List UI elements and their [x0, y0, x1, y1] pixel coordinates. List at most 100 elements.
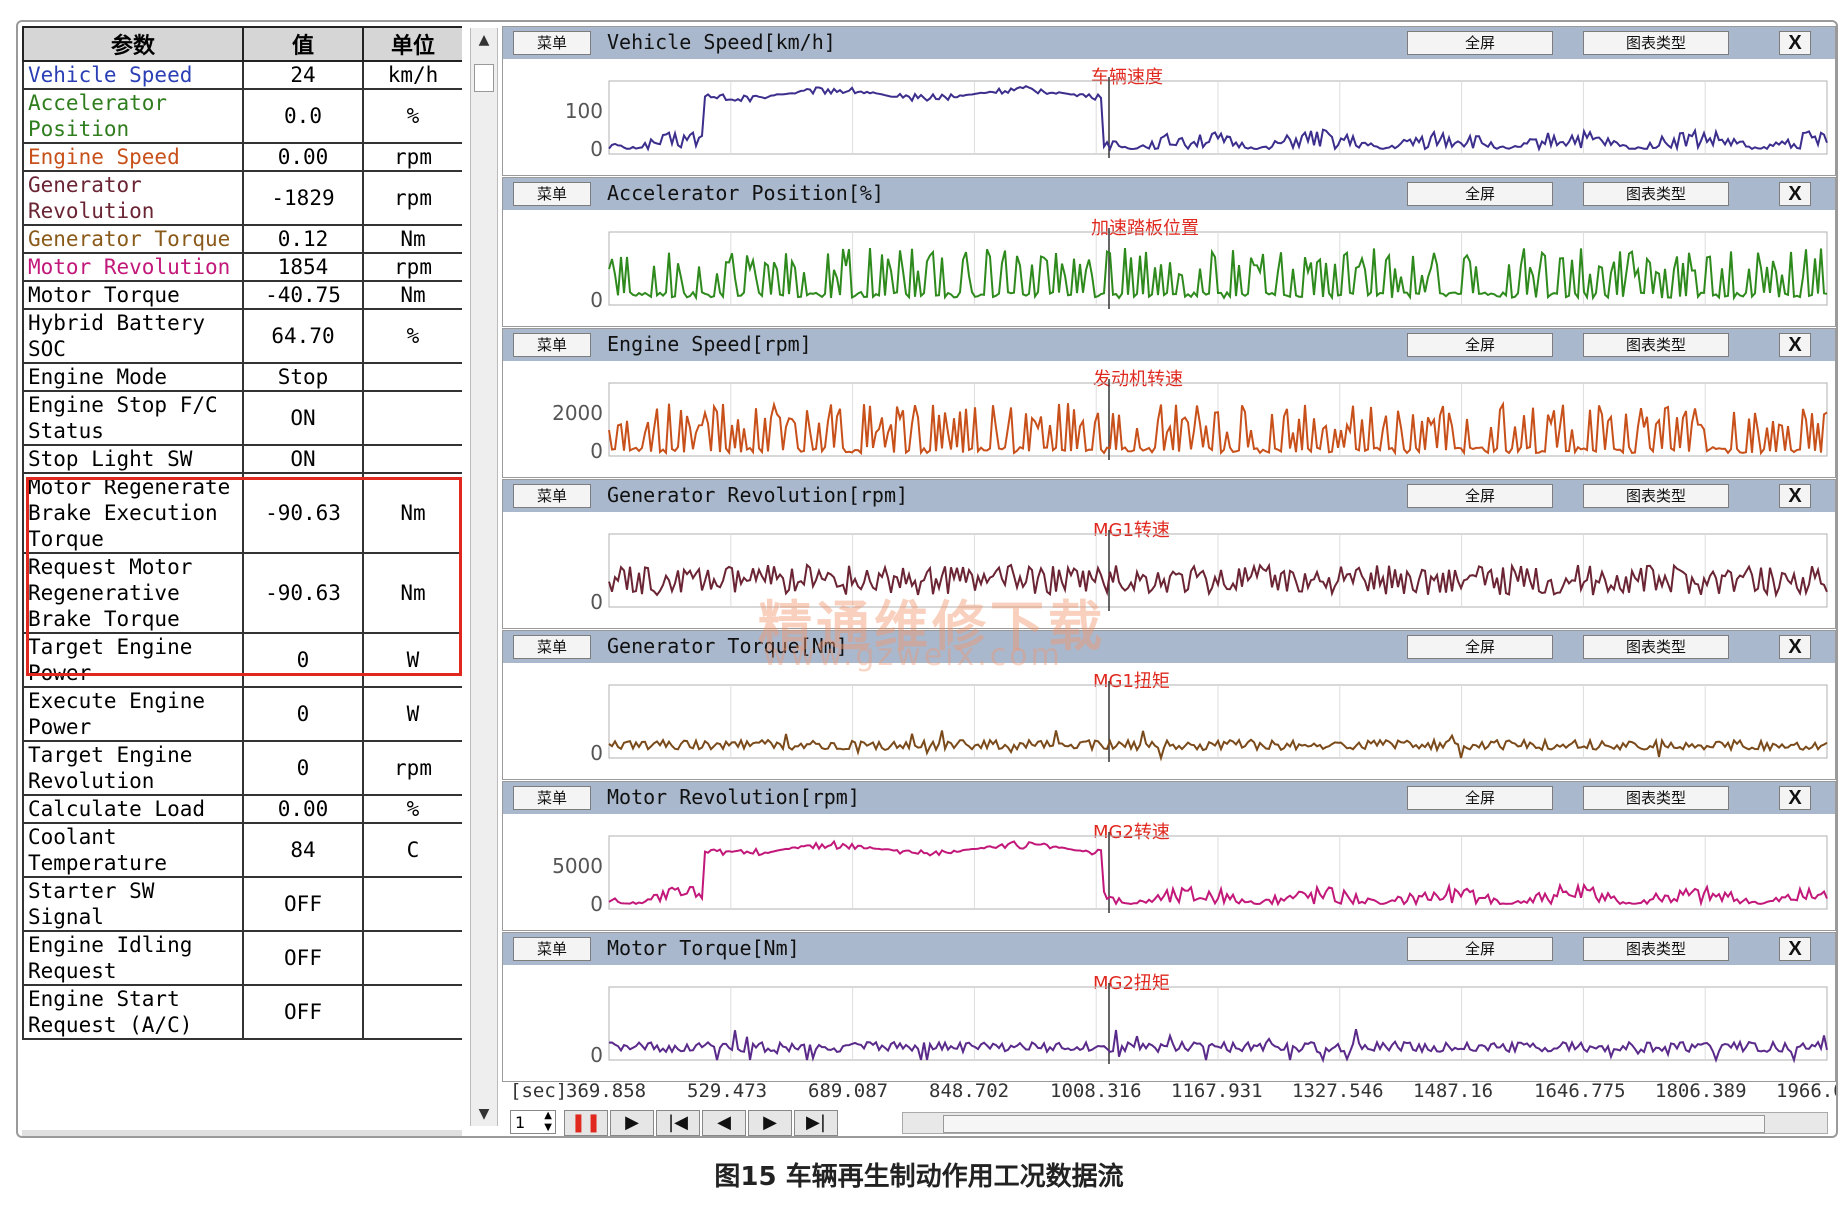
panel-chart-type-button[interactable]: 图表类型 — [1583, 786, 1729, 810]
signal-chart — [608, 832, 1828, 913]
table-row[interactable]: Vehicle Speed 24 km/h — [22, 60, 462, 90]
table-row[interactable]: Engine Mode Stop — [22, 362, 462, 392]
panel-menu-button[interactable]: 菜单 — [513, 31, 591, 55]
first-frame-button[interactable]: |◀ — [656, 1110, 700, 1136]
panel-chart-type-button[interactable]: 图表类型 — [1583, 484, 1729, 508]
panel-close-button[interactable]: X — [1779, 182, 1811, 206]
y-tick-label: 0 — [590, 439, 603, 463]
param-name: Coolant Temperature — [22, 822, 244, 878]
param-value: 1854 — [242, 252, 364, 282]
next-frame-button[interactable]: ▶ — [748, 1110, 792, 1136]
chart-panel-header: 菜单 Accelerator Position[%] 全屏 图表类型 X — [503, 178, 1835, 210]
table-vertical-scrollbar[interactable]: ▲ ▼ — [470, 28, 498, 1126]
param-value: OFF — [242, 930, 364, 986]
chart-panel-header: 菜单 Motor Revolution[rpm] 全屏 图表类型 X — [503, 782, 1835, 814]
table-row[interactable]: Motor Regenerate Brake Execution Torque -… — [22, 472, 462, 554]
table-row[interactable]: Accelerator Position 0.0% — [22, 88, 462, 144]
signal-trace — [608, 730, 1828, 762]
panel-fullscreen-button[interactable]: 全屏 — [1407, 937, 1553, 961]
table-row[interactable]: Engine Idling Request OFF — [22, 930, 462, 986]
panel-close-button[interactable]: X — [1779, 786, 1811, 810]
panel-chart-type-button[interactable]: 图表类型 — [1583, 31, 1729, 55]
timeline-scrollbar-thumb[interactable] — [943, 1115, 1765, 1133]
timeline-scrollbar[interactable] — [902, 1112, 1828, 1134]
param-unit — [362, 930, 462, 986]
table-row[interactable]: Engine Start Request (A/C) OFF — [22, 984, 462, 1040]
table-row[interactable]: Stop Light SW ON — [22, 444, 462, 474]
panel-fullscreen-button[interactable]: 全屏 — [1407, 786, 1553, 810]
param-value: 0.00 — [242, 142, 364, 172]
panel-close-button[interactable]: X — [1779, 333, 1811, 357]
x-tick-label: 1646.775 — [1534, 1080, 1626, 1102]
param-unit: % — [362, 308, 462, 364]
param-value: 0 — [242, 740, 364, 796]
table-row[interactable]: Hybrid Battery SOC 64.70% — [22, 308, 462, 364]
signal-trace — [608, 1028, 1828, 1064]
panel-annotation: MG2扭矩 — [1093, 973, 1170, 994]
panel-fullscreen-button[interactable]: 全屏 — [1407, 182, 1553, 206]
panel-fullscreen-button[interactable]: 全屏 — [1407, 635, 1553, 659]
playback-controls: 1 ▲ ▼ ❚❚ ▶ |◀ ◀ ▶ ▶| — [502, 1108, 1836, 1136]
column-header-unit[interactable]: 单位 — [362, 26, 462, 62]
panel-menu-button[interactable]: 菜单 — [513, 484, 591, 508]
panel-chart-type-button[interactable]: 图表类型 — [1583, 333, 1729, 357]
scroll-down-icon[interactable]: ▼ — [478, 1106, 490, 1122]
panel-close-button[interactable]: X — [1779, 31, 1811, 55]
signal-trace — [608, 562, 1828, 599]
param-unit — [362, 362, 462, 392]
panel-chart-type-button[interactable]: 图表类型 — [1583, 182, 1729, 206]
column-header-parameter[interactable]: 参数 — [22, 26, 244, 62]
param-name: Motor Revolution — [22, 252, 244, 282]
param-unit: W — [362, 632, 462, 688]
panel-menu-button[interactable]: 菜单 — [513, 786, 591, 810]
panel-fullscreen-button[interactable]: 全屏 — [1407, 31, 1553, 55]
chart-panel: 菜单 Motor Torque[Nm] 全屏 图表类型 X MG2扭矩 0 — [502, 932, 1836, 1082]
param-unit: Nm — [362, 224, 462, 254]
panel-title: Generator Torque[Nm] — [607, 634, 848, 658]
panel-annotation: MG1扭矩 — [1093, 671, 1170, 692]
signal-trace — [608, 247, 1828, 301]
page-number: 1 — [515, 1113, 526, 1132]
panel-fullscreen-button[interactable]: 全屏 — [1407, 484, 1553, 508]
table-row[interactable]: Target Engine Revolution 0 rpm — [22, 740, 462, 796]
table-row[interactable]: Execute Engine Power 0 W — [22, 686, 462, 742]
panel-menu-button[interactable]: 菜单 — [513, 937, 591, 961]
table-row[interactable]: Engine Speed 0.00 rpm — [22, 142, 462, 172]
y-tick-label: 0 — [590, 892, 603, 916]
table-row[interactable]: Starter SW Signal OFF — [22, 876, 462, 932]
scroll-up-icon[interactable]: ▲ — [478, 32, 490, 48]
panel-chart-type-button[interactable]: 图表类型 — [1583, 635, 1729, 659]
panel-menu-button[interactable]: 菜单 — [513, 635, 591, 659]
table-horizontal-scrollbar[interactable] — [22, 1130, 462, 1136]
signal-chart — [608, 681, 1828, 762]
panel-close-button[interactable]: X — [1779, 484, 1811, 508]
y-tick-label: 0 — [590, 1043, 603, 1067]
signal-trace — [608, 839, 1828, 907]
panel-menu-button[interactable]: 菜单 — [513, 333, 591, 357]
panel-title: Motor Revolution[rpm] — [607, 785, 860, 809]
last-frame-button[interactable]: ▶| — [794, 1110, 838, 1136]
panel-close-button[interactable]: X — [1779, 635, 1811, 659]
page-stepper[interactable]: 1 ▲ ▼ — [510, 1110, 556, 1134]
pause-button[interactable]: ❚❚ — [564, 1110, 608, 1136]
table-row[interactable]: Motor Revolution 1854 rpm — [22, 252, 462, 282]
table-row[interactable]: Request Motor Regenerative Brake Torque -… — [22, 552, 462, 634]
param-value: 0.0 — [242, 88, 364, 144]
panel-fullscreen-button[interactable]: 全屏 — [1407, 333, 1553, 357]
panel-close-button[interactable]: X — [1779, 937, 1811, 961]
table-row[interactable]: Calculate Load 0.00% — [22, 794, 462, 824]
table-row[interactable]: Target Engine Power 0 W — [22, 632, 462, 688]
scrollbar-thumb[interactable] — [474, 64, 494, 92]
stepper-icon[interactable]: ▲ ▼ — [544, 1110, 552, 1133]
previous-frame-button[interactable]: ◀ — [702, 1110, 746, 1136]
column-header-value[interactable]: 值 — [242, 26, 364, 62]
table-row[interactable]: Coolant Temperature 84 C — [22, 822, 462, 878]
panel-chart-type-button[interactable]: 图表类型 — [1583, 937, 1729, 961]
panel-menu-button[interactable]: 菜单 — [513, 182, 591, 206]
table-row[interactable]: Generator Torque 0.12 Nm — [22, 224, 462, 254]
table-row[interactable]: Engine Stop F/C Status ON — [22, 390, 462, 446]
table-row[interactable]: Generator Revolution -1829 rpm — [22, 170, 462, 226]
table-row[interactable]: Motor Torque -40.75 Nm — [22, 280, 462, 310]
play-button[interactable]: ▶ — [610, 1110, 654, 1136]
param-unit: C — [362, 822, 462, 878]
